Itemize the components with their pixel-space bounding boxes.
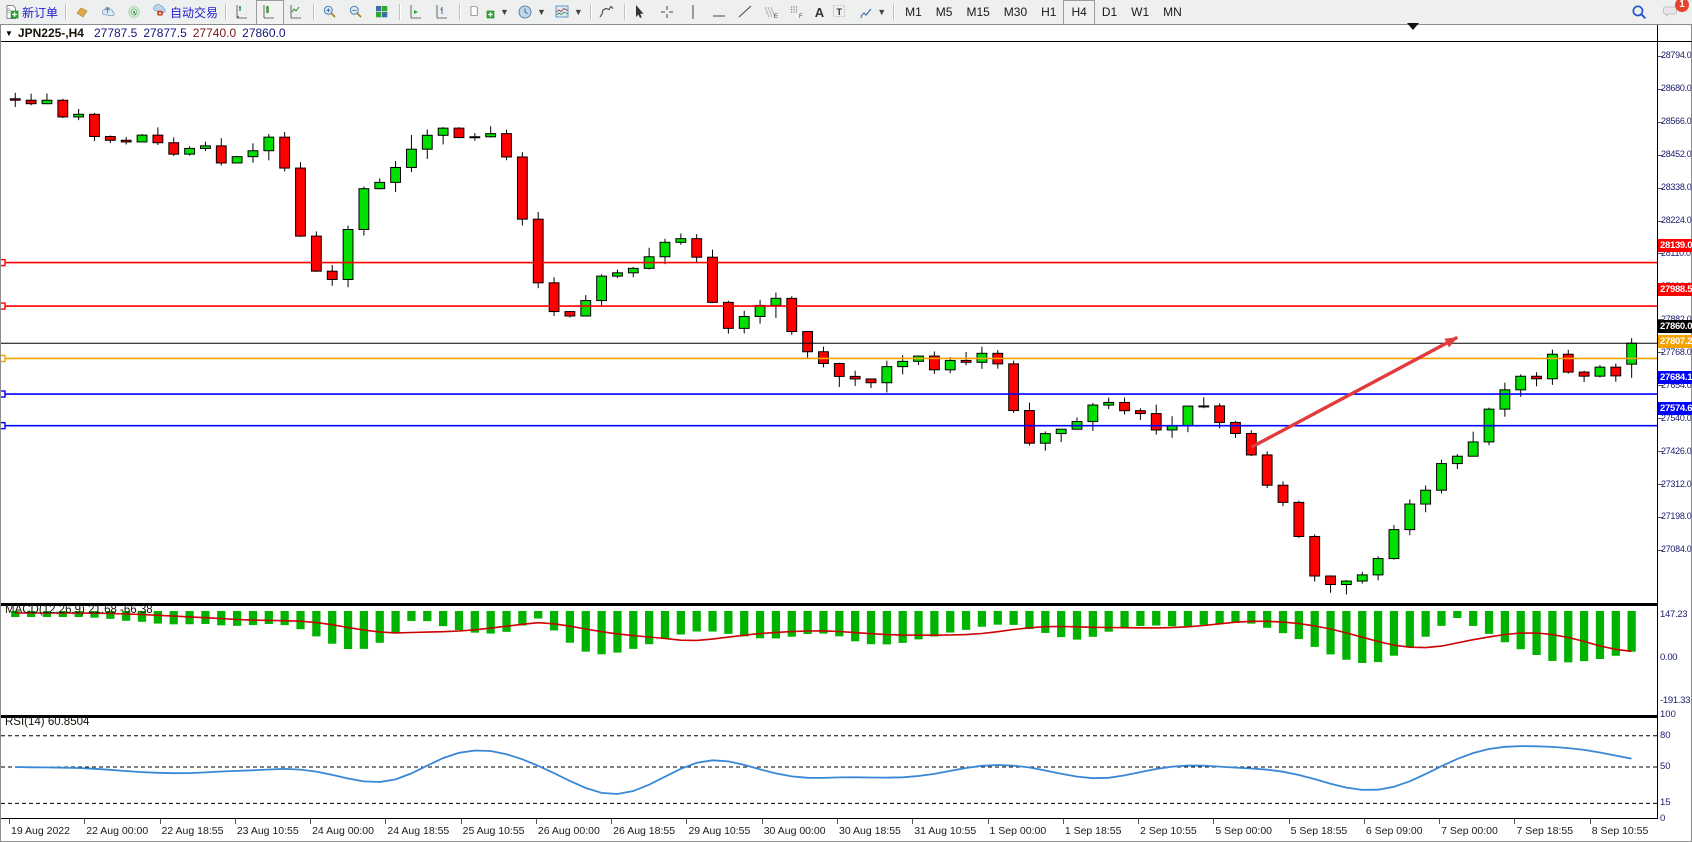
svg-text:E: E — [774, 14, 778, 20]
svg-text:F: F — [799, 14, 803, 20]
svg-text:T: T — [837, 7, 843, 17]
